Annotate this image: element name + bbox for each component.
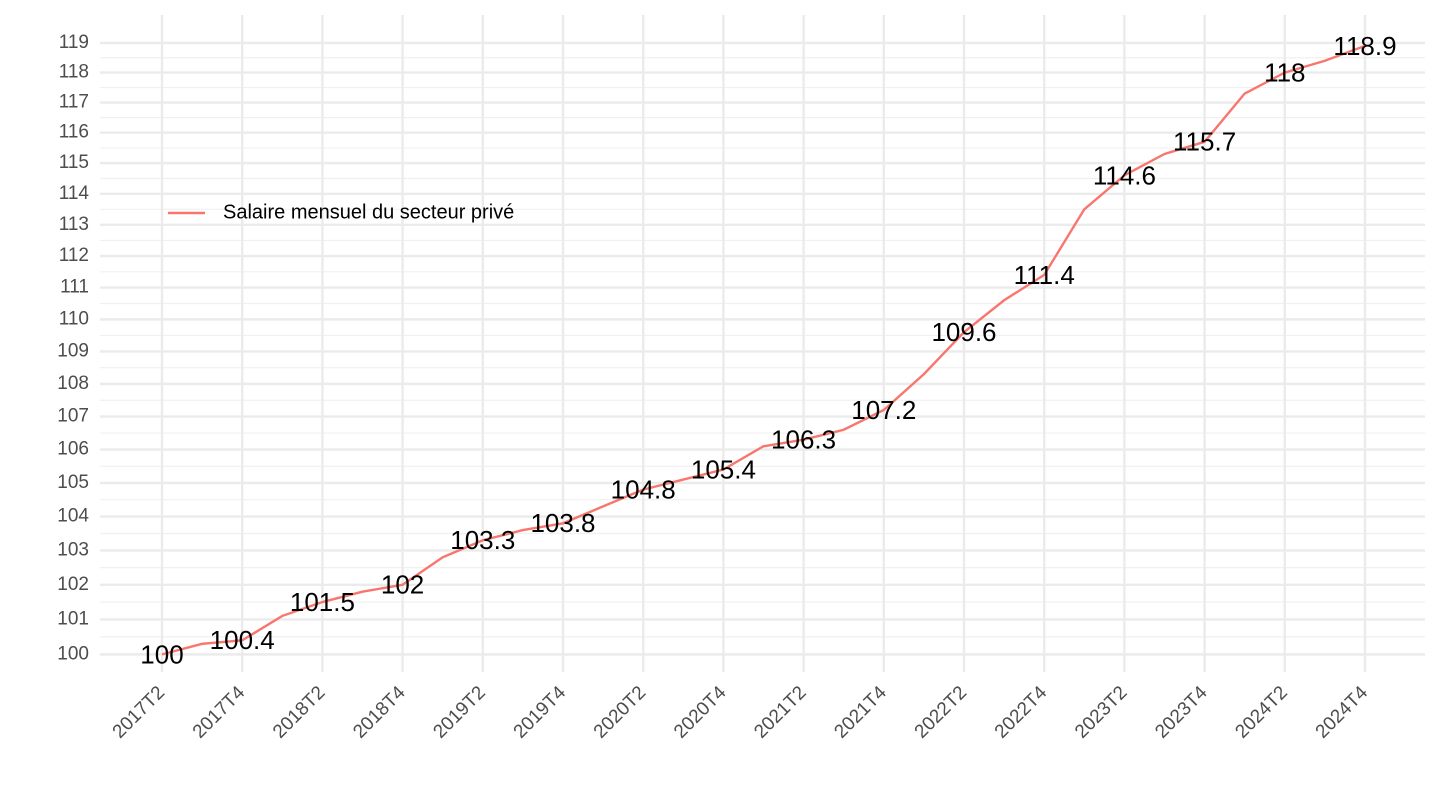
x-tick-label: 2024T2: [1231, 682, 1291, 742]
x-tick-label: 2017T2: [109, 682, 169, 742]
y-tick-label: 110: [59, 308, 89, 329]
x-tick-label: 2022T2: [911, 682, 971, 742]
data-label: 102: [381, 570, 424, 600]
series-line: [161, 44, 1366, 656]
y-tick-label: 117: [59, 92, 89, 113]
data-label: 103.3: [450, 525, 515, 555]
data-label: 101.5: [290, 587, 355, 617]
data-label: 106.3: [771, 425, 836, 455]
x-tick-label: 2024T4: [1312, 682, 1373, 743]
y-tick-label: 114: [59, 183, 90, 204]
x-tick-label: 2023T2: [1071, 682, 1131, 742]
y-tick-label: 107: [57, 406, 89, 427]
data-label: 105.4: [691, 454, 756, 484]
data-label: 104.8: [611, 474, 676, 504]
y-tick-label: 109: [57, 340, 89, 361]
data-label: 109.6: [931, 317, 996, 347]
x-tick-label: 2017T4: [189, 682, 250, 743]
x-tick-label: 2023T4: [1151, 682, 1212, 743]
data-label: 100.4: [210, 625, 275, 655]
y-tick-label: 111: [60, 277, 89, 298]
data-label: 114.6: [1093, 160, 1156, 190]
y-tick-label: 116: [59, 122, 89, 143]
y-tick-label: 106: [57, 439, 89, 460]
y-tick-label: 101: [57, 608, 89, 629]
data-label: 103.8: [530, 508, 595, 538]
y-tick-label: 112: [59, 245, 89, 266]
y-tick-label: 100: [57, 643, 89, 664]
x-tick-label: 2020T2: [590, 682, 650, 742]
x-tick-label: 2021T2: [750, 682, 810, 742]
data-label: 118.9: [1333, 31, 1396, 61]
data-label: 118: [1264, 57, 1305, 87]
y-tick-label: 118: [59, 62, 89, 83]
y-tick-label: 115: [59, 152, 89, 173]
x-tick-label: 2019T4: [510, 682, 571, 743]
x-tick-label: 2022T4: [991, 682, 1052, 743]
x-tick-label: 2020T4: [670, 682, 731, 743]
data-label: 100: [140, 639, 183, 669]
y-tick-label: 102: [57, 574, 89, 595]
x-tick-label: 2018T4: [349, 682, 410, 743]
y-tick-label: 105: [57, 472, 89, 493]
y-tick-label: 113: [59, 214, 89, 235]
y-tick-label: 104: [57, 506, 89, 527]
x-tick-label: 2021T4: [830, 682, 891, 743]
data-label: 115.7: [1173, 127, 1236, 157]
y-tick-label: 119: [59, 32, 89, 53]
y-tick-label: 103: [57, 540, 89, 561]
legend-label: Salaire mensuel du secteur privé: [223, 201, 514, 223]
x-tick-label: 2018T2: [269, 682, 329, 742]
x-tick-label: 2019T2: [429, 682, 489, 742]
data-label: 107.2: [851, 395, 916, 425]
y-tick-label: 108: [57, 373, 89, 394]
data-label: 111.4: [1014, 260, 1075, 290]
